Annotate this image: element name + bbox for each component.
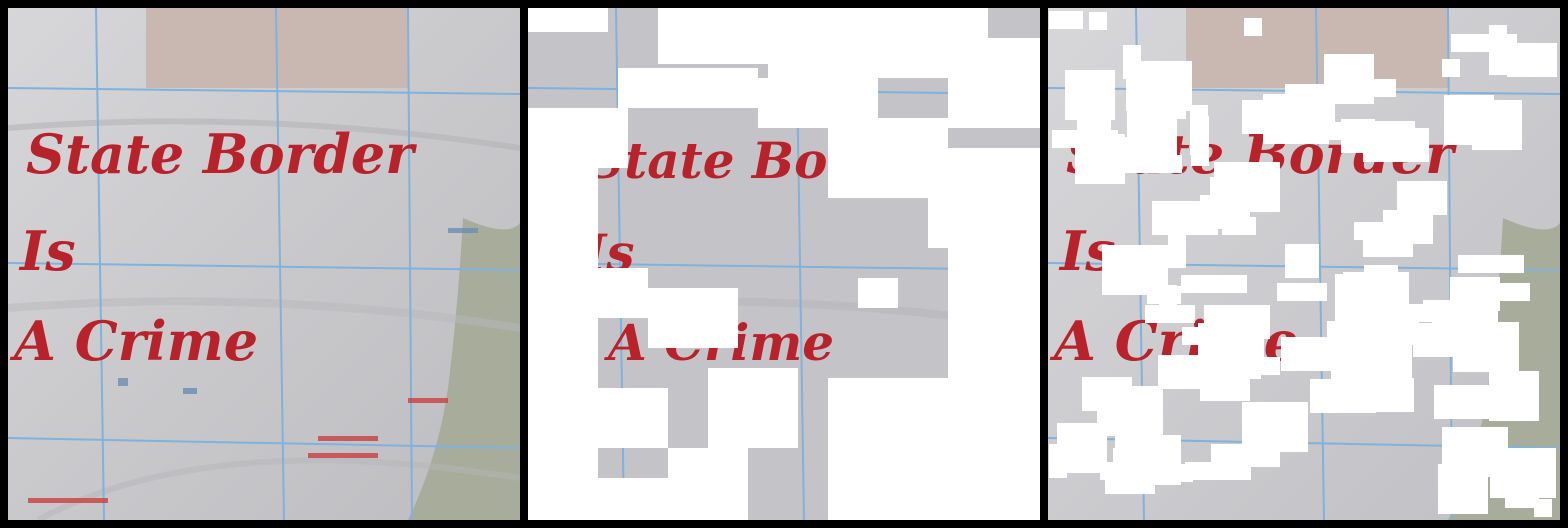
masked-caption-line-1: State Border	[588, 131, 951, 190]
masked-caption-line-2: Is	[581, 223, 635, 282]
map-cloth-photo-masked-random: State Border Is A Crime	[1048, 8, 1560, 520]
random-caption-line-3: A Crime	[1049, 309, 1298, 373]
block-masked-image-panel: State Border Is A Crime	[528, 8, 1040, 520]
caption-line-3: A Crime	[9, 309, 258, 373]
masked-caption-line-3: A Crime	[604, 313, 834, 372]
random-masked-image-panel: State Border Is A Crime	[1048, 8, 1560, 520]
map-cloth-photo: State Border Is A Crime	[8, 8, 520, 520]
map-grid-lines	[8, 8, 520, 520]
original-image-panel: State Border Is A Crime	[8, 8, 520, 520]
map-fragment-right	[408, 218, 520, 520]
map-cloth-photo-masked-blocks: State Border Is A Crime	[528, 8, 1040, 520]
caption-line-2: Is	[18, 219, 76, 283]
caption-line-1: State Border	[26, 122, 417, 186]
script-text: State Border Is A Crime	[9, 122, 417, 373]
random-caption-line-2: Is	[1058, 219, 1116, 283]
random-caption-line-1: State Border	[1066, 122, 1457, 186]
